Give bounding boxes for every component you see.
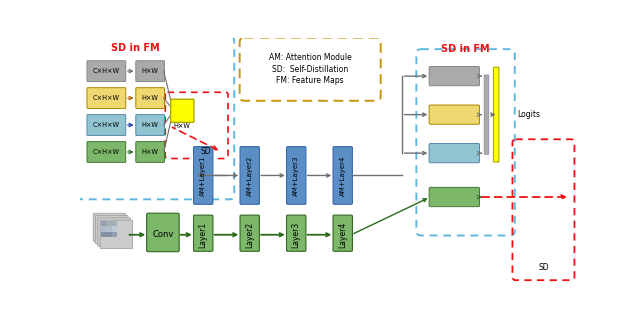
Text: Layer1: Layer1 <box>199 222 208 248</box>
FancyBboxPatch shape <box>100 220 132 249</box>
Text: C×H×W: C×H×W <box>93 95 120 101</box>
FancyBboxPatch shape <box>171 99 194 122</box>
Text: H×W: H×W <box>141 95 158 101</box>
Text: C×H×W: C×H×W <box>93 149 120 155</box>
FancyBboxPatch shape <box>333 215 353 251</box>
Text: C×H×W: C×H×W <box>93 68 120 74</box>
FancyBboxPatch shape <box>93 213 125 242</box>
FancyBboxPatch shape <box>193 215 213 251</box>
FancyBboxPatch shape <box>87 88 125 108</box>
Text: H×W: H×W <box>174 123 191 129</box>
Text: C×H×W: C×H×W <box>93 122 120 128</box>
Bar <box>112 226 117 232</box>
Bar <box>112 221 117 226</box>
Text: H×W: H×W <box>141 122 158 128</box>
FancyBboxPatch shape <box>147 213 179 252</box>
FancyBboxPatch shape <box>240 147 259 204</box>
FancyBboxPatch shape <box>429 143 479 163</box>
Text: Layer3: Layer3 <box>292 222 301 248</box>
FancyBboxPatch shape <box>333 147 353 204</box>
Text: Logits: Logits <box>517 110 540 119</box>
Text: SD:  Self-Distillation: SD: Self-Distillation <box>272 65 348 74</box>
FancyBboxPatch shape <box>136 141 164 162</box>
FancyBboxPatch shape <box>136 61 164 82</box>
Bar <box>101 226 106 232</box>
Text: H×W: H×W <box>141 149 158 155</box>
FancyBboxPatch shape <box>493 67 499 162</box>
FancyBboxPatch shape <box>287 147 306 204</box>
Bar <box>101 221 106 226</box>
FancyBboxPatch shape <box>136 88 164 108</box>
Bar <box>112 232 117 237</box>
Text: AM+Layer4: AM+Layer4 <box>340 155 346 196</box>
Text: Layer4: Layer4 <box>338 222 348 248</box>
FancyBboxPatch shape <box>87 115 125 135</box>
FancyBboxPatch shape <box>484 75 489 154</box>
Text: Conv: Conv <box>152 230 173 239</box>
FancyBboxPatch shape <box>136 115 164 135</box>
Text: AM+Layer3: AM+Layer3 <box>293 155 300 196</box>
Bar <box>106 232 112 237</box>
Text: Layer2: Layer2 <box>245 222 254 248</box>
Text: FM: Feature Maps: FM: Feature Maps <box>276 76 344 85</box>
FancyBboxPatch shape <box>287 215 306 251</box>
FancyBboxPatch shape <box>95 215 128 244</box>
Text: SD in FM: SD in FM <box>111 43 160 52</box>
FancyBboxPatch shape <box>193 147 213 204</box>
FancyBboxPatch shape <box>240 215 259 251</box>
Text: SD: SD <box>538 263 548 272</box>
Text: AM+Layer1: AM+Layer1 <box>200 155 206 196</box>
FancyBboxPatch shape <box>98 218 131 246</box>
Bar <box>106 221 112 226</box>
Text: AM+Layer2: AM+Layer2 <box>247 155 253 196</box>
FancyBboxPatch shape <box>429 105 479 124</box>
Bar <box>106 226 112 232</box>
Text: SD in FM: SD in FM <box>441 44 490 54</box>
Text: AM: Attention Module: AM: Attention Module <box>269 53 351 62</box>
Text: H×W: H×W <box>141 68 158 74</box>
FancyBboxPatch shape <box>87 141 125 162</box>
FancyBboxPatch shape <box>87 61 125 82</box>
FancyBboxPatch shape <box>429 67 479 86</box>
Bar <box>101 232 106 237</box>
Text: SD: SD <box>200 147 211 156</box>
FancyBboxPatch shape <box>429 188 479 207</box>
